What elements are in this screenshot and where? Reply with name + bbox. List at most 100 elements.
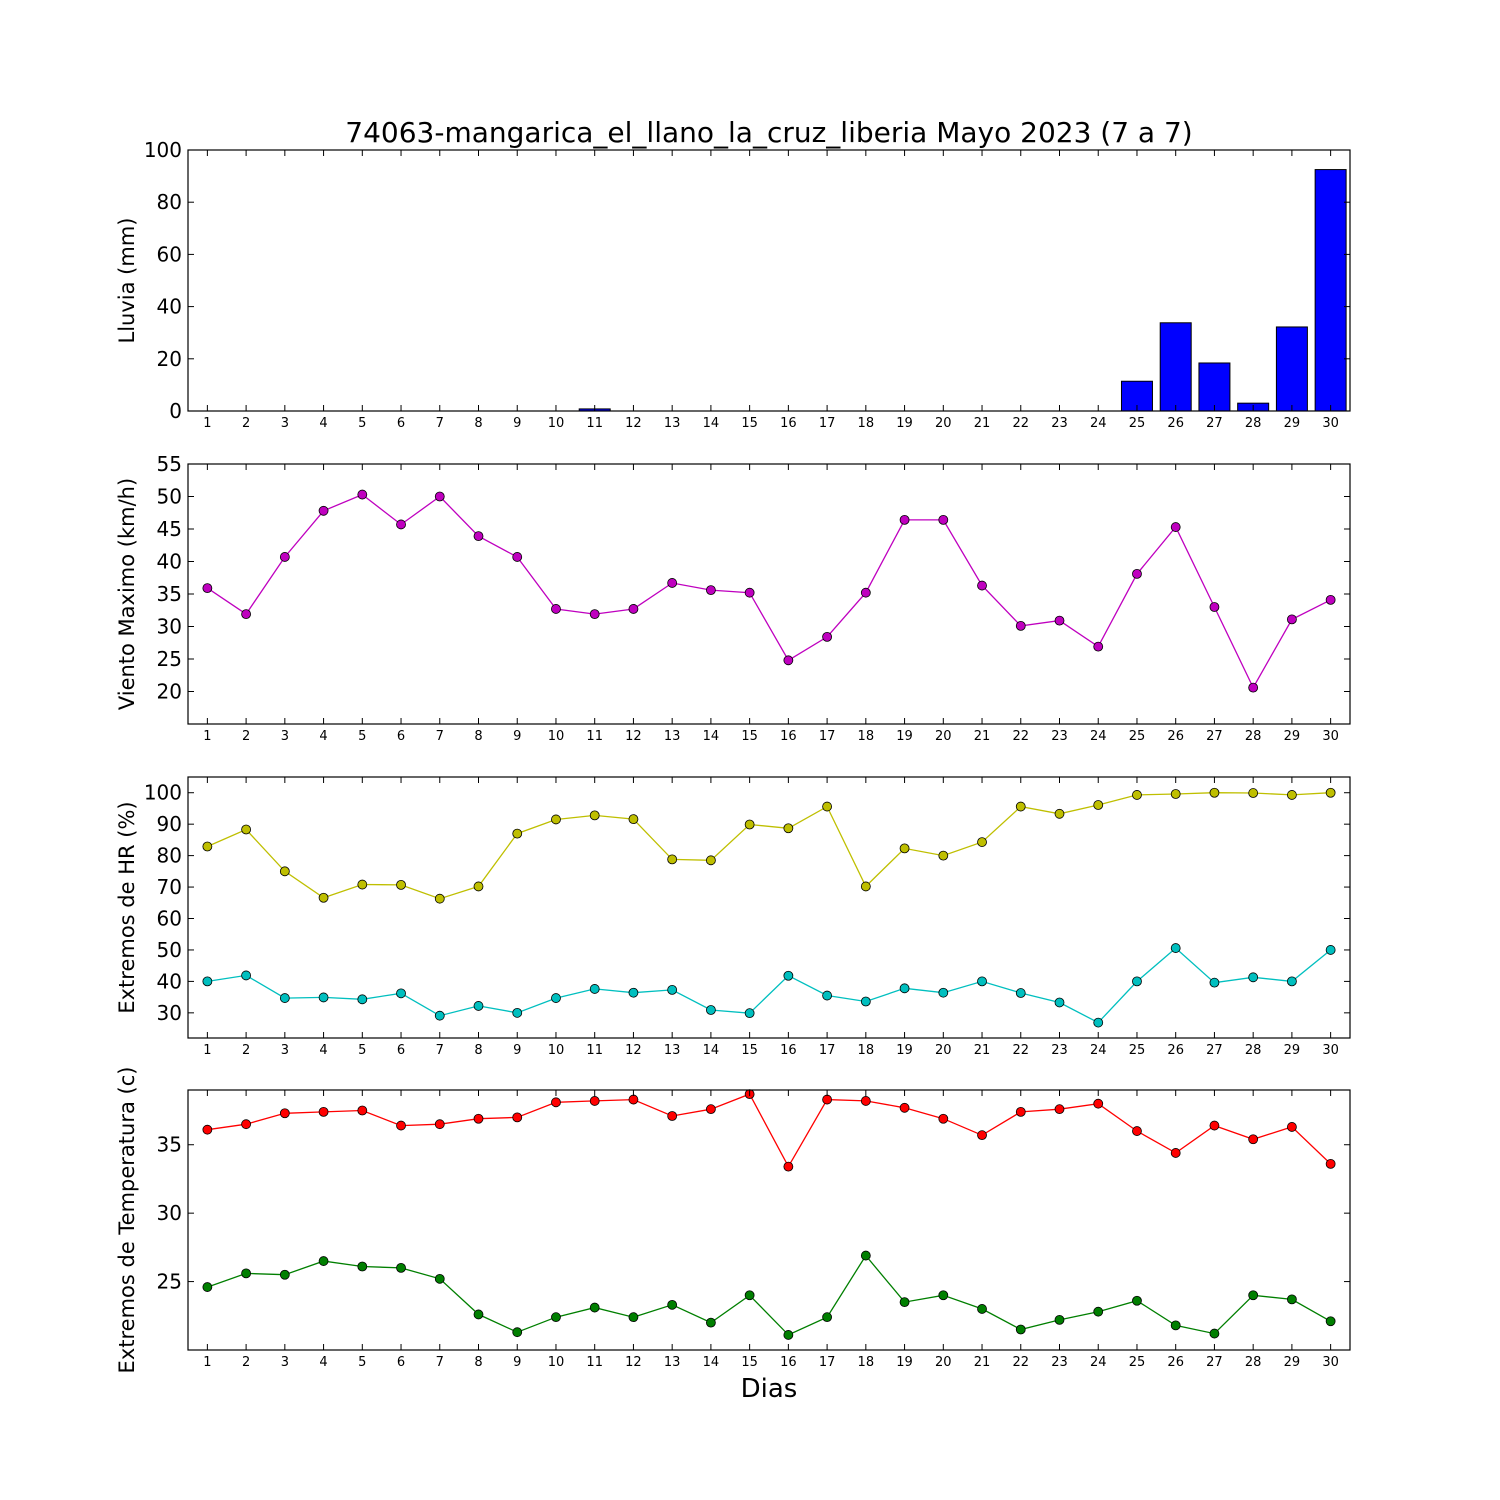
wind-series-0-point — [279, 552, 290, 562]
humidity-axes-frame — [187, 776, 1351, 1039]
wind-ytick-label: 30 — [157, 615, 182, 639]
rain-ytick-label: 40 — [157, 295, 182, 319]
humidity-xtick-label: 27 — [1206, 1043, 1223, 1058]
humidity-xtick-label: 1 — [203, 1043, 211, 1058]
temperature-series-1-point — [860, 1250, 871, 1261]
humidity-series-1-point — [938, 987, 949, 998]
humidity-xtick-label: 10 — [548, 1043, 565, 1058]
humidity-series-1-point — [1132, 976, 1142, 987]
temperature-series-1-point — [1287, 1294, 1297, 1305]
rain-bar — [1120, 380, 1153, 412]
rain-xtick-label: 21 — [974, 416, 991, 431]
humidity-xtick-label: 4 — [319, 1043, 327, 1058]
temperature-series-0-point — [667, 1111, 678, 1121]
rain-ytick-label: 20 — [157, 347, 182, 371]
temperature-xtick-label: 12 — [625, 1355, 642, 1370]
temperature-series-0-point — [551, 1097, 561, 1108]
wind-xtick-label: 22 — [1012, 729, 1029, 744]
humidity-series-1-point — [512, 1007, 523, 1018]
temperature-series-1-point — [1054, 1314, 1065, 1325]
wind-xtick-label: 25 — [1129, 729, 1146, 744]
temperature-series-0-line — [207, 1093, 1332, 1168]
wind-series-0-point — [667, 578, 678, 588]
rain-xtick-label: 14 — [703, 416, 720, 431]
wind-xtick-label: 15 — [741, 729, 758, 744]
humidity-series-0-point — [1287, 790, 1297, 800]
wind-xtick-label: 24 — [1090, 729, 1107, 744]
humidity-series-0-point — [783, 823, 794, 834]
rain-xtick-label: 27 — [1206, 416, 1223, 431]
wind-series-0-point — [1054, 615, 1065, 626]
wind-series-0-point — [202, 583, 213, 594]
temperature-xtick-label: 23 — [1051, 1355, 1068, 1370]
temperature-xtick-label: 24 — [1090, 1355, 1107, 1370]
temperature-series-1-point — [706, 1317, 716, 1328]
wind-xtick-label: 1 — [203, 729, 211, 744]
temperature-xtick-label: 10 — [548, 1355, 565, 1370]
humidity-series-1-point — [783, 970, 794, 981]
rain-ytick-label: 0 — [169, 399, 182, 423]
temperature-xtick-label: 19 — [896, 1355, 913, 1370]
wind-series-0-point — [1132, 568, 1142, 579]
wind-series-0-point — [977, 580, 987, 591]
humidity-series-1-point — [589, 984, 600, 994]
temperature-series-0-point — [1132, 1126, 1142, 1136]
panels: 1 2 3 4 5 6 7 8 9 10 11 12 13 14 15 16 17 18 19 20 21 22 23 24 2… — [115, 138, 1351, 1373]
rain-axes-frame — [187, 149, 1351, 412]
temperature-series-0-point — [1248, 1134, 1259, 1145]
wind-series-0-point — [628, 604, 639, 614]
temperature-series-0-point — [1209, 1120, 1220, 1131]
wind-ytick-label: 35 — [157, 582, 182, 606]
humidity-series-0-point — [1054, 808, 1065, 819]
temperature-xtick-label: 5 — [358, 1355, 366, 1370]
humidity-xtick-label: 22 — [1012, 1043, 1029, 1058]
temperature-ytick-label: 30 — [157, 1201, 182, 1225]
temperature-xtick-label: 28 — [1245, 1355, 1262, 1370]
temperature-panel: 1 2 3 4 5 6 7 8 9 10 11 12 13 14 15 16 17 18 19 20 21 22 23 24 2… — [115, 1067, 1351, 1373]
humidity-ytick-label: 30 — [157, 1001, 182, 1025]
rain-xtick-label: 19 — [896, 416, 913, 431]
temperature-series-0-point — [434, 1119, 445, 1130]
temperature-series-1-point — [1093, 1306, 1104, 1317]
wind-xtick-label: 17 — [819, 729, 836, 744]
temperature-xtick-label: 15 — [741, 1355, 758, 1370]
humidity-ytick-label: 60 — [157, 907, 182, 931]
humidity-xtick-label: 19 — [896, 1043, 913, 1058]
humidity-series-0-point — [1248, 788, 1259, 798]
humidity-xtick-label: 25 — [1129, 1043, 1146, 1058]
temperature-series-1-point — [1248, 1290, 1259, 1301]
temperature-series-1-point — [822, 1312, 832, 1323]
temperature-series-0-point — [938, 1113, 949, 1124]
temperature-series-1-point — [899, 1297, 910, 1308]
humidity-ytick-label: 40 — [157, 969, 182, 993]
wind-series-0-point — [1248, 682, 1259, 693]
wind-series-0-point — [1287, 614, 1297, 625]
humidity-series-1-point — [1287, 976, 1297, 987]
temperature-series-1-point — [434, 1273, 445, 1284]
rain-xtick-label: 25 — [1129, 416, 1146, 431]
temperature-series-1-point — [202, 1282, 213, 1292]
wind-xtick-label: 6 — [397, 729, 405, 744]
wind-series-0-point — [1170, 522, 1181, 532]
humidity-series-0-point — [744, 819, 755, 830]
humidity-series-0-point — [318, 892, 329, 903]
rain-xtick-label: 5 — [358, 416, 366, 431]
humidity-xtick-label: 20 — [935, 1043, 952, 1058]
rain-panel: 1 2 3 4 5 6 7 8 9 10 11 12 13 14 15 16 17 18 19 20 21 22 23 24 2… — [115, 138, 1351, 431]
humidity-series-0-point — [860, 881, 871, 892]
wind-xtick-label: 8 — [474, 729, 482, 744]
wind-y-axis-label: Viento Maximo (km/h) — [115, 478, 139, 710]
wind-series-0-point — [318, 505, 329, 516]
temperature-xtick-label: 17 — [819, 1355, 836, 1370]
wind-xtick-label: 27 — [1206, 729, 1223, 744]
temperature-series-0-point — [279, 1108, 290, 1119]
rain-xtick-label: 9 — [513, 416, 521, 431]
humidity-series-0-point — [628, 814, 639, 825]
wind-series-0-point — [744, 587, 755, 598]
rain-xtick-label: 26 — [1167, 416, 1184, 431]
temperature-series-1-point — [1015, 1324, 1026, 1335]
humidity-series-1-point — [977, 976, 987, 987]
temperature-series-1-point — [318, 1256, 329, 1266]
humidity-series-1-point — [241, 970, 252, 981]
rain-xtick-label: 12 — [625, 416, 642, 431]
